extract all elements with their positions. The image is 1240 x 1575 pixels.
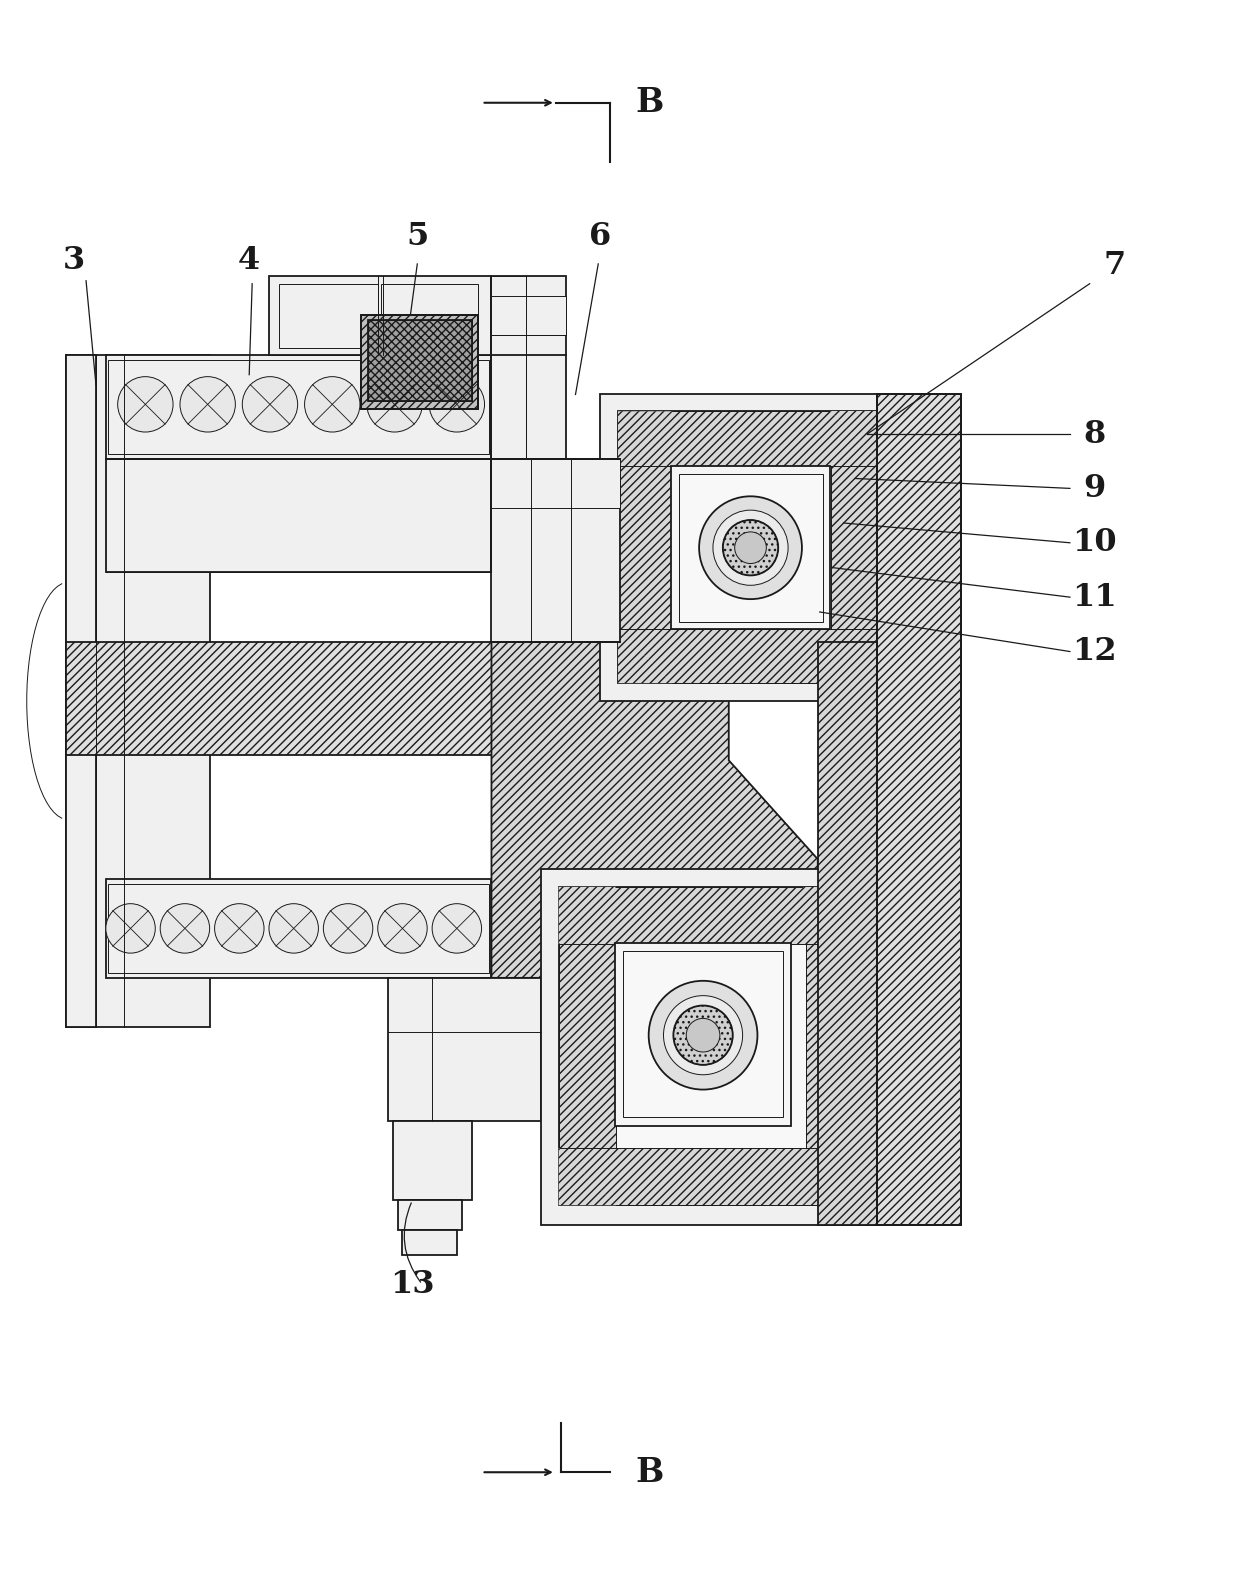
- Circle shape: [305, 376, 360, 432]
- Text: 12: 12: [1073, 636, 1117, 668]
- Bar: [618, 628, 885, 684]
- Bar: [806, 887, 861, 1205]
- Bar: [105, 879, 491, 978]
- Text: B: B: [635, 87, 663, 120]
- Text: 11: 11: [1073, 581, 1117, 613]
- Circle shape: [215, 904, 264, 953]
- Bar: [877, 394, 961, 1225]
- Circle shape: [160, 904, 210, 953]
- Bar: [279, 284, 378, 348]
- Circle shape: [242, 376, 298, 432]
- Bar: [618, 411, 672, 684]
- Bar: [618, 411, 885, 466]
- Bar: [637, 428, 866, 665]
- Bar: [108, 359, 490, 454]
- Circle shape: [105, 904, 155, 953]
- Circle shape: [686, 1019, 720, 1052]
- Bar: [491, 276, 565, 458]
- Circle shape: [663, 995, 743, 1074]
- Polygon shape: [804, 887, 861, 945]
- Polygon shape: [559, 887, 616, 945]
- Bar: [368, 320, 471, 402]
- Circle shape: [324, 904, 373, 953]
- Bar: [559, 887, 863, 1205]
- Text: 5: 5: [407, 221, 429, 252]
- Circle shape: [673, 1005, 733, 1065]
- Bar: [559, 887, 616, 1205]
- Bar: [393, 1121, 471, 1200]
- Circle shape: [367, 376, 423, 432]
- Text: B: B: [635, 1455, 663, 1488]
- Bar: [491, 296, 565, 335]
- Circle shape: [429, 376, 485, 432]
- Bar: [491, 458, 620, 509]
- Circle shape: [432, 904, 481, 953]
- Bar: [368, 320, 471, 402]
- Text: 6: 6: [589, 221, 611, 252]
- Bar: [66, 354, 95, 1027]
- Text: 4: 4: [238, 246, 260, 277]
- Circle shape: [378, 904, 428, 953]
- Circle shape: [699, 496, 802, 598]
- Bar: [615, 943, 791, 1126]
- Bar: [541, 869, 882, 1225]
- Circle shape: [269, 904, 319, 953]
- Polygon shape: [559, 1148, 616, 1205]
- Text: 7: 7: [1104, 250, 1126, 282]
- Bar: [559, 887, 861, 945]
- Bar: [491, 276, 526, 458]
- Text: 9: 9: [1084, 472, 1106, 504]
- Bar: [398, 1200, 461, 1230]
- Circle shape: [723, 520, 779, 575]
- Bar: [403, 1230, 456, 1255]
- Bar: [579, 907, 843, 1186]
- Polygon shape: [830, 411, 884, 466]
- Bar: [105, 458, 491, 572]
- Text: 13: 13: [391, 1269, 434, 1299]
- Polygon shape: [817, 641, 887, 1225]
- Bar: [559, 1148, 861, 1205]
- Bar: [66, 641, 556, 756]
- Bar: [381, 284, 477, 348]
- Bar: [600, 394, 901, 701]
- Polygon shape: [804, 1148, 861, 1205]
- Circle shape: [180, 376, 236, 432]
- Bar: [388, 978, 541, 1121]
- Bar: [618, 411, 885, 684]
- Bar: [877, 394, 961, 1225]
- Bar: [622, 951, 784, 1117]
- Polygon shape: [830, 628, 884, 684]
- Text: 10: 10: [1073, 528, 1117, 558]
- Circle shape: [118, 376, 174, 432]
- Polygon shape: [491, 641, 817, 978]
- Bar: [671, 466, 830, 628]
- Circle shape: [649, 981, 758, 1090]
- Bar: [108, 884, 490, 973]
- Bar: [361, 315, 477, 410]
- Bar: [680, 474, 822, 622]
- Bar: [269, 276, 491, 354]
- Bar: [361, 315, 477, 410]
- Circle shape: [713, 510, 789, 586]
- Bar: [66, 354, 210, 1027]
- Text: 3: 3: [63, 246, 86, 277]
- Bar: [105, 354, 491, 458]
- Polygon shape: [618, 411, 672, 466]
- Text: 8: 8: [1084, 419, 1106, 449]
- Bar: [831, 411, 885, 684]
- Bar: [491, 458, 620, 641]
- Polygon shape: [618, 628, 672, 684]
- Circle shape: [735, 532, 766, 564]
